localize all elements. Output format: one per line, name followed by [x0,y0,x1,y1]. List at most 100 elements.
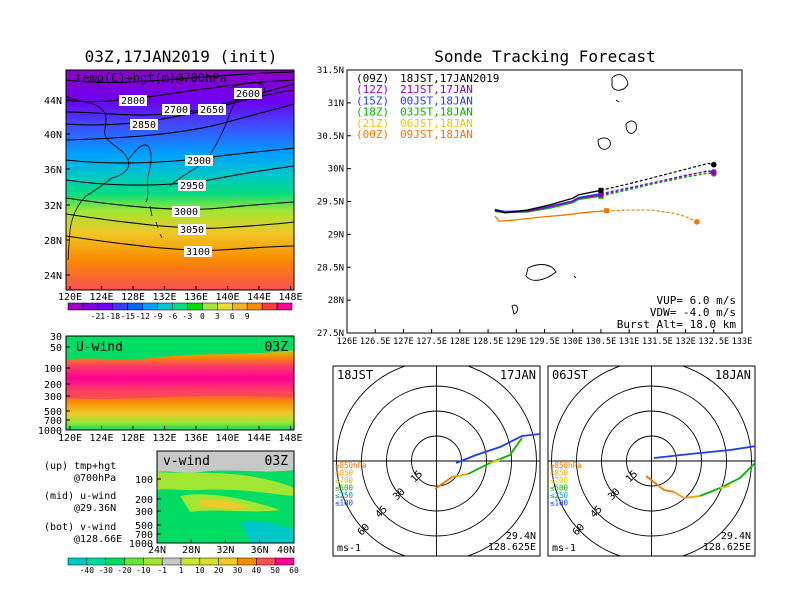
contour-label-bg [198,104,226,115]
track-x-tick-label: 129.5E [529,337,560,347]
colorbar-label: -21 [91,312,106,321]
contour-label-bg [178,180,206,191]
track-y-tick-label: 29N [328,230,344,240]
track-end-marker [710,169,717,176]
wind-colorbar-label: 30 [233,566,243,575]
wind-colorbar-label: -30 [98,566,113,575]
track-y-tick-label: 30.5N [317,132,344,142]
u-wind-streaks [66,336,294,399]
map-x-tick-label: 136E [184,292,208,303]
track-x-tick-label: 132E [675,337,695,347]
v-y-tick-label: 100 [135,475,153,486]
track-x-tick-label: 127E [393,337,413,347]
colorbar-label: 0 [200,312,205,321]
note-mid-2: @29.36N [74,503,116,514]
tracking-axes: 126E 126.5E 127E 127.5E 128E 128.5E 129E 129.5E… [317,66,752,347]
contour-label: 2650 [200,105,224,116]
v-wind-label: v-wind [163,454,210,469]
legend-text: 06JST,18JAN [400,117,473,130]
legend-text: 00JST,18JAN [400,94,473,107]
contour-label: 2900 [187,156,211,167]
contour-label: 2600 [236,89,260,100]
legend-code: (12Z) [356,83,389,96]
hodograph-level-label: ≤700 [335,476,354,485]
hodograph-date: 17JAN [500,368,536,382]
wind-colorbar-swatch [274,557,295,566]
u-y-tick-label: 300 [44,392,62,403]
track-line-dashed [600,170,714,196]
wind-colorbar-label: -10 [136,566,151,575]
v-wind-x-axis: 24N 28N 32N 36N 40N [148,539,295,556]
burst-param: Burst Alt= 18.0 km [617,318,737,331]
track-line-00z [494,210,607,222]
u-y-tick-label: 50 [50,343,62,354]
contour-label: 2950 [180,181,204,192]
colorbar-swatch [157,302,173,311]
wind-colorbar-label: 60 [289,566,299,575]
legend-code: (18Z) [356,106,389,119]
legend-text: 09JST,18JAN [400,128,473,141]
track-y-tick-label: 31N [328,99,344,109]
contour-label-bg [162,104,190,115]
v-wind-time: 03Z [265,454,289,469]
hodograph-level-label: ≤500 [550,484,569,493]
v-y-tick-label: 500 [135,521,153,532]
temperature-colorbar: -21 -18 -15 -12 -9 -6 -3 0 3 6 9 [67,302,293,321]
note-bot-2: @128.66E [74,534,122,545]
wind-colorbar-label: 1 [179,566,184,575]
hodograph-lat: 29.4N [506,531,536,542]
colorbar-label: -3 [183,312,193,321]
note-bot-1: (bot) v-wind [44,522,116,533]
legend-text: 18JST,17JAN2019 [400,72,499,85]
colorbar-label: -6 [168,312,178,321]
wind-colorbar-label: -40 [80,566,95,575]
hodograph-lon: 128.625E [703,542,751,553]
colorbar-swatch [261,302,278,311]
legend-text: 03JST,18JAN [400,106,473,119]
hodograph-level-label: ≤700 [550,476,569,485]
u-y-tick-label: 1000 [38,426,62,437]
colorbar-swatch [202,302,218,311]
track-x-tick-label: 128.5E [473,337,504,347]
map-x-tick-label: 132E [152,292,176,303]
wind-colorbar-swatch [67,557,88,566]
track-x-tick-label: 126.5E [360,337,391,347]
panel-descriptions: (up) tmp+hgt @700hPa (mid) u-wind @29.36… [44,461,122,545]
track-midpoint-marker [598,187,604,193]
track-y-tick-label: 29.5N [317,198,344,208]
track-end-marker [694,219,700,225]
hodograph-level-label: ≤100 [335,499,354,508]
track-line-09z [494,189,602,214]
contour-label: 2700 [164,105,188,116]
u-x-tick-label: 144E [247,433,271,444]
track-midpoint-marker [598,192,604,198]
track-y-tick-label: 28N [328,296,344,306]
hodograph-level-label: ≤250 [550,491,569,500]
track-x-tick-label: 130.5E [586,337,617,347]
map-x-tick-label: 144E [247,292,271,303]
track-line-dashed [606,209,698,223]
v-x-tick-label: 32N [216,545,234,556]
hodograph-lat: 29.4N [721,531,751,542]
track-x-tick-label: 133E [732,337,752,347]
hodograph-level-label: ≤850 [550,469,569,478]
v-x-tick-label: 40N [277,545,295,556]
hodograph-trace [645,475,675,493]
colorbar-swatch [67,302,84,311]
contour-label: 2850 [132,120,156,131]
wind-colorbar-label: 20 [214,566,224,575]
wind-colorbar-label: -20 [117,566,132,575]
map-y-tick-label: 44N [44,96,62,107]
hodograph-trace [455,433,540,464]
u-wind-x-axis: 120E 124E 128E 132E 136E 140E 144E 148E [58,426,303,444]
contour-label-bg [185,155,213,166]
u-x-tick-label: 140E [215,433,239,444]
contour-label: 3100 [186,247,210,258]
track-x-tick-label: 126E [337,337,357,347]
hodograph-time: 18JST [337,368,373,382]
wind-colorbar: -40 -30 -20 -10 -1 1 10 20 30 40 50 60 [67,557,299,575]
